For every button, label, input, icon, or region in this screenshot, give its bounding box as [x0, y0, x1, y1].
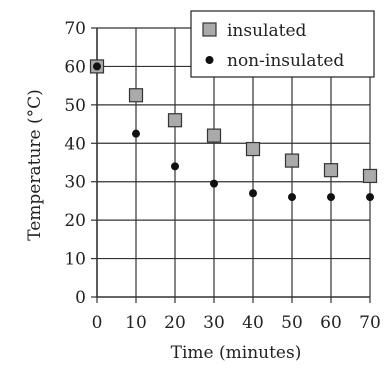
y-tick-label: 0 — [75, 288, 86, 308]
point-non-insulated — [288, 193, 296, 202]
point-insulated — [167, 113, 183, 128]
tick-labels: 0 10 20 30 40 50 60 70 0 10 20 30 40 50 60 70 — [64, 19, 380, 333]
x-tick-label: 0 — [92, 313, 103, 333]
x-tick-label: 70 — [359, 313, 381, 333]
y-tick-label: 20 — [64, 211, 86, 231]
point-insulated — [284, 153, 300, 168]
y-tick-label: 10 — [64, 250, 86, 270]
y-tick-label: 50 — [64, 96, 86, 116]
point-non-insulated — [93, 62, 101, 71]
legend-non-insulated-label: non-insulated — [227, 51, 344, 71]
x-tick-label: 30 — [203, 313, 225, 333]
point-insulated — [245, 141, 261, 157]
data-points — [89, 59, 378, 202]
point-insulated — [128, 88, 144, 103]
y-tick-label: 70 — [64, 19, 86, 39]
y-axis-title: Temperature (°C) — [25, 89, 45, 241]
legend-insulated-marker — [202, 22, 217, 37]
point-non-insulated — [327, 193, 335, 202]
legend-box — [190, 10, 375, 78]
point-insulated — [323, 163, 339, 178]
point-insulated — [206, 128, 222, 143]
y-tick-label: 40 — [64, 134, 86, 154]
x-tick-label: 50 — [281, 313, 303, 333]
x-axis-title: Time (minutes) — [171, 343, 302, 363]
y-tick-label: 60 — [64, 57, 86, 77]
x-tick-label: 20 — [164, 313, 186, 333]
x-tick-label: 60 — [320, 313, 342, 333]
legend-insulated-label: insulated — [227, 21, 307, 41]
point-non-insulated — [249, 189, 257, 198]
y-tick-label: 30 — [64, 173, 86, 193]
legend-non-insulated-marker — [205, 56, 214, 64]
point-non-insulated — [132, 129, 140, 138]
point-non-insulated — [210, 179, 218, 188]
x-tick-label: 40 — [242, 313, 264, 333]
point-non-insulated — [171, 162, 179, 171]
point-insulated — [362, 168, 378, 184]
x-tick-label: 10 — [125, 313, 147, 333]
point-non-insulated — [366, 193, 374, 202]
legend: insulated non-insulated — [190, 10, 375, 78]
